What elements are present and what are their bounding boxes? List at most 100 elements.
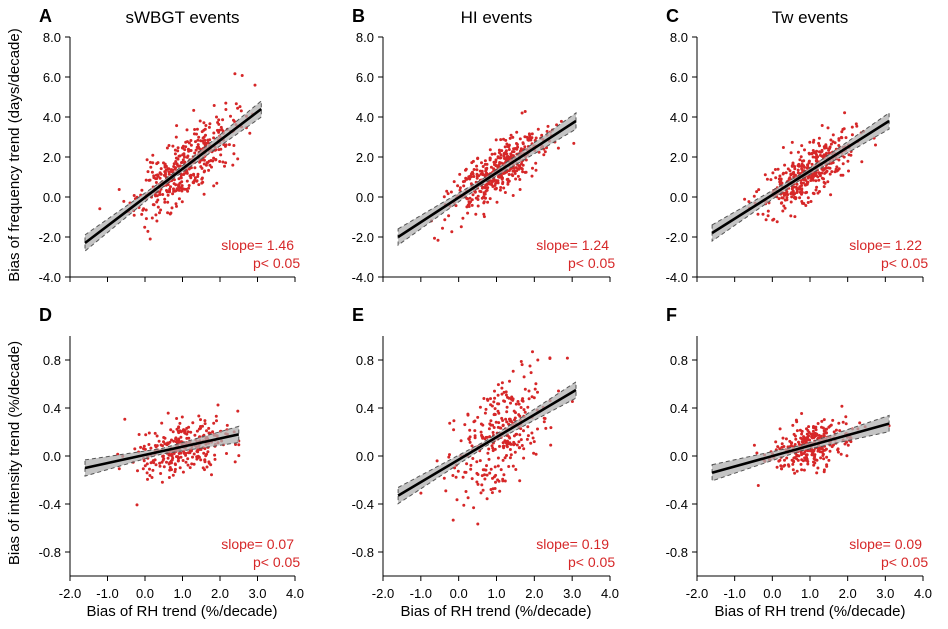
y-tick-label: -0.8 (352, 545, 374, 560)
data-point (785, 196, 789, 199)
data-point (159, 208, 163, 212)
data-point (499, 468, 503, 472)
data-point (459, 225, 463, 229)
data-point (156, 205, 160, 209)
data-point (505, 440, 509, 444)
data-point (791, 172, 795, 175)
data-point (224, 101, 228, 105)
data-point (167, 476, 171, 479)
data-point (844, 415, 848, 419)
data-point (518, 479, 522, 483)
data-point (174, 436, 178, 440)
data-point (186, 457, 190, 461)
data-point (800, 144, 804, 148)
data-point (847, 169, 850, 173)
data-point (199, 458, 203, 462)
panel-title: HI events (461, 8, 533, 27)
panel-title: Tw events (772, 8, 849, 27)
data-point (829, 138, 833, 142)
y-tick-label: 0.0 (43, 449, 61, 464)
data-point (834, 428, 838, 432)
data-point (236, 409, 240, 413)
data-point (776, 167, 780, 171)
data-point (217, 118, 221, 122)
data-point (515, 443, 519, 447)
data-point (466, 413, 470, 417)
data-point (171, 473, 175, 477)
data-point (507, 157, 511, 161)
data-point (195, 127, 199, 131)
data-point (830, 170, 834, 174)
panel-title: sWBGT events (126, 8, 240, 27)
data-point (448, 421, 452, 425)
data-point (487, 447, 491, 451)
data-point (517, 413, 521, 417)
x-tick-label: 1.0 (801, 586, 819, 601)
data-point (752, 443, 756, 447)
data-point (183, 431, 187, 435)
data-point (184, 140, 188, 144)
data-point (814, 458, 817, 462)
data-point (161, 444, 164, 448)
data-point (436, 238, 440, 242)
data-point (521, 170, 525, 174)
data-point (476, 415, 480, 419)
data-point (806, 164, 810, 168)
data-point (816, 175, 820, 179)
fit-line (711, 119, 890, 235)
data-point (165, 460, 168, 464)
data-point (224, 143, 228, 147)
data-point (536, 427, 539, 431)
data-point (477, 174, 481, 178)
data-point (486, 451, 490, 455)
data-point (820, 124, 824, 127)
data-point (474, 212, 478, 216)
data-point (141, 467, 145, 471)
y-tick-label: 0.4 (356, 401, 374, 416)
data-point (797, 440, 800, 444)
data-point (527, 397, 531, 401)
data-point (810, 433, 814, 437)
data-point (142, 459, 146, 463)
data-point (466, 197, 469, 201)
data-point (546, 124, 550, 128)
data-point (193, 433, 197, 437)
data-point (499, 153, 503, 157)
data-point (501, 458, 505, 462)
data-point (166, 456, 170, 460)
data-point (518, 178, 522, 181)
data-point (531, 166, 534, 170)
data-point (188, 149, 192, 152)
panel-letter: C (666, 6, 679, 26)
data-point (507, 417, 511, 421)
data-point (222, 143, 226, 147)
data-point (487, 427, 491, 431)
data-point (181, 144, 185, 148)
data-point (827, 425, 831, 429)
data-point (461, 475, 465, 479)
data-point (771, 171, 775, 175)
data-point (194, 140, 197, 144)
data-point (153, 431, 157, 435)
data-point (488, 197, 492, 201)
data-point (471, 193, 475, 197)
data-point (522, 408, 526, 412)
data-point (234, 443, 237, 446)
data-point (187, 425, 191, 429)
data-point (494, 420, 498, 424)
data-point (493, 413, 497, 416)
data-point (860, 160, 864, 164)
data-point (441, 226, 444, 230)
data-point (158, 171, 162, 175)
data-point (433, 236, 436, 240)
data-point (215, 181, 219, 185)
data-point (462, 503, 466, 507)
y-tick-label: 0.0 (356, 449, 374, 464)
data-point (443, 218, 447, 222)
data-point (467, 175, 471, 179)
data-point (858, 421, 862, 425)
data-point (186, 463, 190, 467)
data-point (844, 136, 848, 140)
data-point (155, 219, 159, 223)
data-point (820, 425, 823, 429)
